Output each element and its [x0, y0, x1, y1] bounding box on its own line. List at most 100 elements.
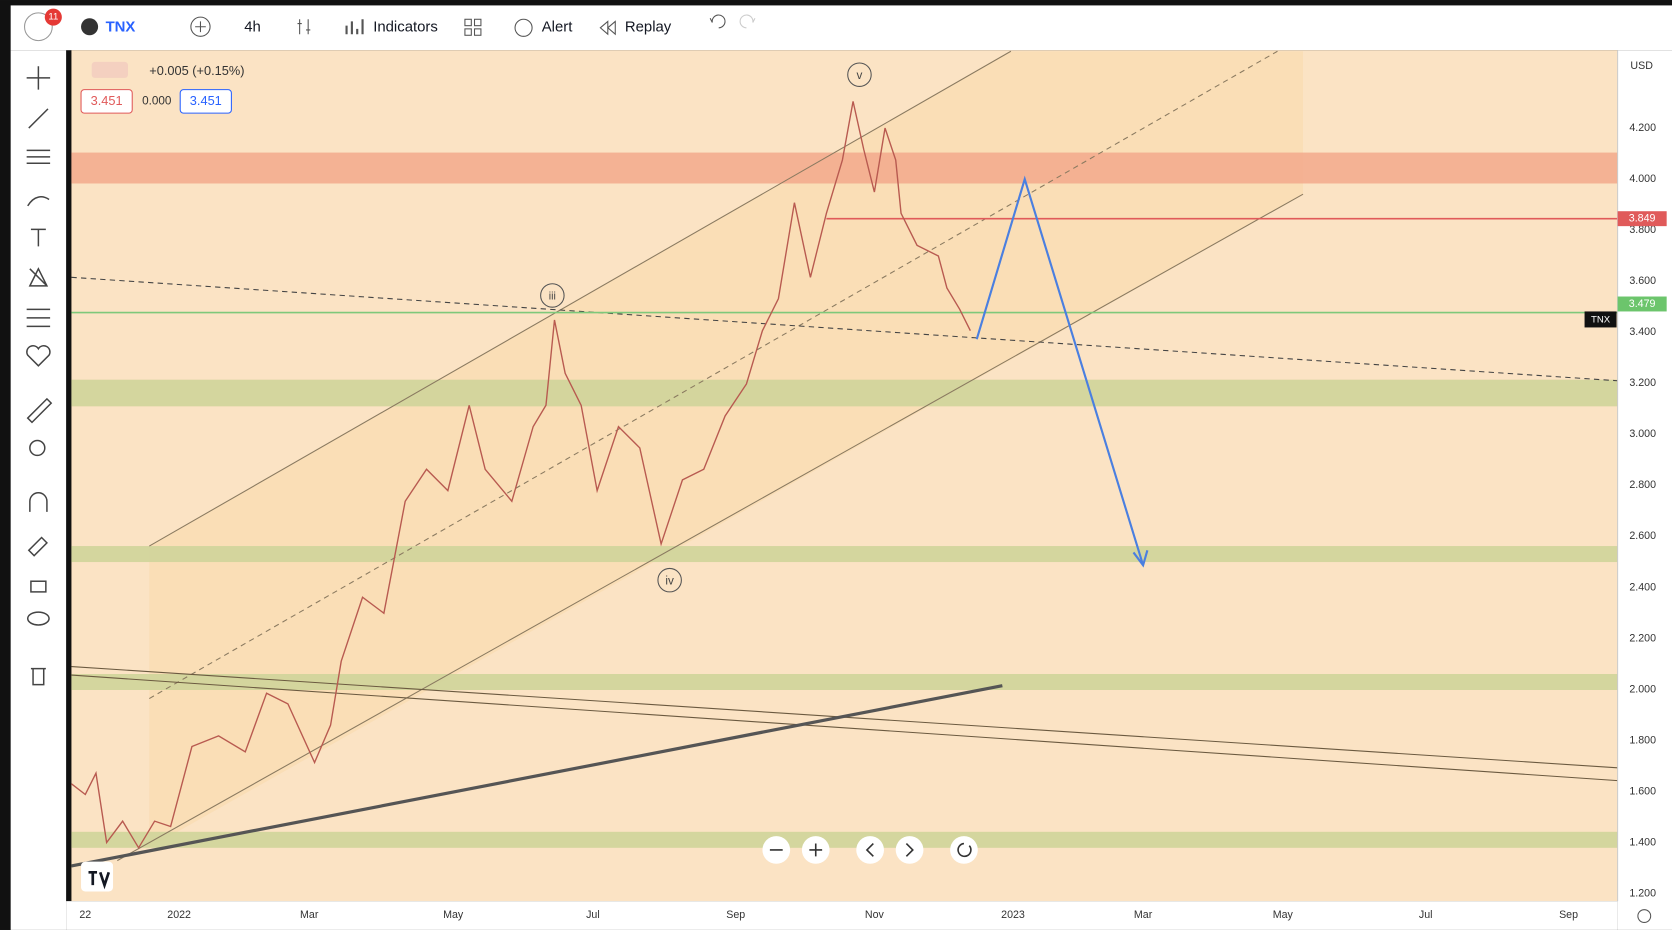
chart-type-icon[interactable]: [297, 19, 311, 35]
text-tool[interactable]: [30, 228, 46, 247]
price-label: 3.200: [1629, 377, 1656, 389]
zoom-tool[interactable]: [29, 439, 46, 457]
thick-trendline: [71, 684, 1003, 868]
redo[interactable]: [739, 14, 756, 29]
layout-icon[interactable]: [464, 18, 472, 27]
price-label: 2.400: [1629, 581, 1656, 593]
symbol-icon: [81, 18, 99, 36]
fib-tool[interactable]: [26, 149, 51, 164]
undo[interactable]: [709, 14, 726, 29]
level-badge-bg: [1617, 211, 1667, 227]
wave-label: v: [857, 69, 863, 82]
scroll-left[interactable]: [856, 836, 884, 864]
price-label: 1.200: [1629, 888, 1656, 900]
time-label: Mar: [1134, 909, 1153, 921]
wave-circle: [540, 283, 565, 308]
time-label: 22: [79, 909, 91, 921]
wave-circle: [657, 567, 682, 593]
support-zone: [71, 831, 1618, 848]
compare-button[interactable]: [190, 16, 211, 37]
symbol-tag-bg: [1584, 311, 1617, 328]
buy-box[interactable]: [179, 89, 232, 114]
wave-label: iv: [665, 574, 674, 587]
symbol-tag: TNX: [1591, 315, 1611, 326]
legend-toggle[interactable]: [91, 61, 128, 78]
prediction-tool[interactable]: [26, 308, 51, 328]
settings[interactable]: [1637, 909, 1652, 923]
crosshair-tool[interactable]: [26, 66, 51, 90]
price-label: 2.000: [1629, 683, 1656, 695]
plus-icon: [195, 21, 206, 33]
price-label: 1.600: [1629, 785, 1656, 797]
wave-circles: [540, 62, 872, 593]
price-label: 4.000: [1629, 173, 1656, 185]
time-label: 2023: [1001, 909, 1025, 921]
time-label: Jul: [586, 909, 600, 921]
resistance-zone: [71, 152, 1618, 184]
time-label: 2022: [167, 909, 191, 921]
tv-logo-mark: [88, 871, 111, 890]
interval[interactable]: 4h: [244, 19, 261, 36]
price-label: 4.200: [1629, 122, 1656, 134]
reset-icon: [957, 842, 972, 858]
magnet-tool[interactable]: [29, 491, 48, 512]
time-label: Sep: [1559, 909, 1578, 921]
price-axis: [1617, 50, 1672, 930]
badge: [44, 8, 62, 26]
time-label: May: [443, 909, 464, 921]
time-axis: [66, 901, 1618, 930]
level-badge: 3.849: [1629, 212, 1656, 224]
currency[interactable]: USD: [1630, 60, 1653, 72]
favorites-tool[interactable]: [26, 345, 51, 367]
lock-tool[interactable]: [30, 580, 47, 593]
last-badge: 3.479: [1629, 298, 1656, 310]
time-label: May: [1273, 909, 1294, 921]
channel-lower: [117, 193, 1304, 862]
scroll-right[interactable]: [895, 836, 924, 864]
support-zone: [71, 674, 1618, 690]
trendline-tool[interactable]: [28, 108, 49, 129]
wave-circle: [847, 62, 872, 87]
nav-icons: [769, 842, 914, 857]
reset[interactable]: [950, 836, 978, 864]
delete-tool[interactable]: [30, 667, 46, 686]
replay-button[interactable]: Replay: [625, 19, 672, 36]
last-badge-bg: [1617, 296, 1667, 312]
projection-path: [975, 175, 1145, 566]
support-zone: [71, 546, 1618, 563]
brush-tool[interactable]: [27, 196, 50, 207]
price-label: 3.400: [1629, 326, 1656, 338]
support-zones: [71, 379, 1618, 848]
price-series: [71, 101, 971, 850]
sell-box[interactable]: [80, 89, 133, 114]
top-toolbar: [10, 5, 1672, 51]
ruler-tool[interactable]: [26, 397, 53, 424]
channel-fill: [149, 51, 1304, 848]
support-zone: [71, 379, 1618, 407]
time-label: Mar: [300, 909, 319, 921]
time-label: Jul: [1419, 909, 1433, 921]
alert-button[interactable]: Alert: [542, 19, 574, 36]
price-label: 2.600: [1629, 530, 1656, 542]
price-label: 2.200: [1629, 632, 1656, 644]
alert-icon: [514, 18, 533, 37]
pattern-tool[interactable]: [28, 267, 49, 287]
ask: 3.451: [190, 93, 222, 108]
legend-change: +0.005 (+0.15%): [149, 63, 244, 78]
layout-icon: [464, 28, 472, 36]
axis-labels: 4.200 4.000 3.800 3.600 3.400 3.200 3.000 2.800…: [79, 122, 1656, 921]
hide-tool[interactable]: [26, 611, 50, 626]
channel-upper: [149, 50, 1012, 547]
layout-icon: [473, 28, 482, 36]
layout-icon: [473, 18, 482, 27]
navigation: [762, 836, 978, 864]
projection-arrow: [1132, 550, 1149, 568]
drawings: [71, 50, 1618, 868]
symbol[interactable]: TNX: [106, 19, 136, 36]
lock-drawing-tool[interactable]: [27, 536, 48, 557]
bid: 3.451: [91, 93, 123, 108]
price-label: 3.000: [1629, 428, 1656, 440]
indicators-button[interactable]: Indicators: [373, 19, 438, 36]
